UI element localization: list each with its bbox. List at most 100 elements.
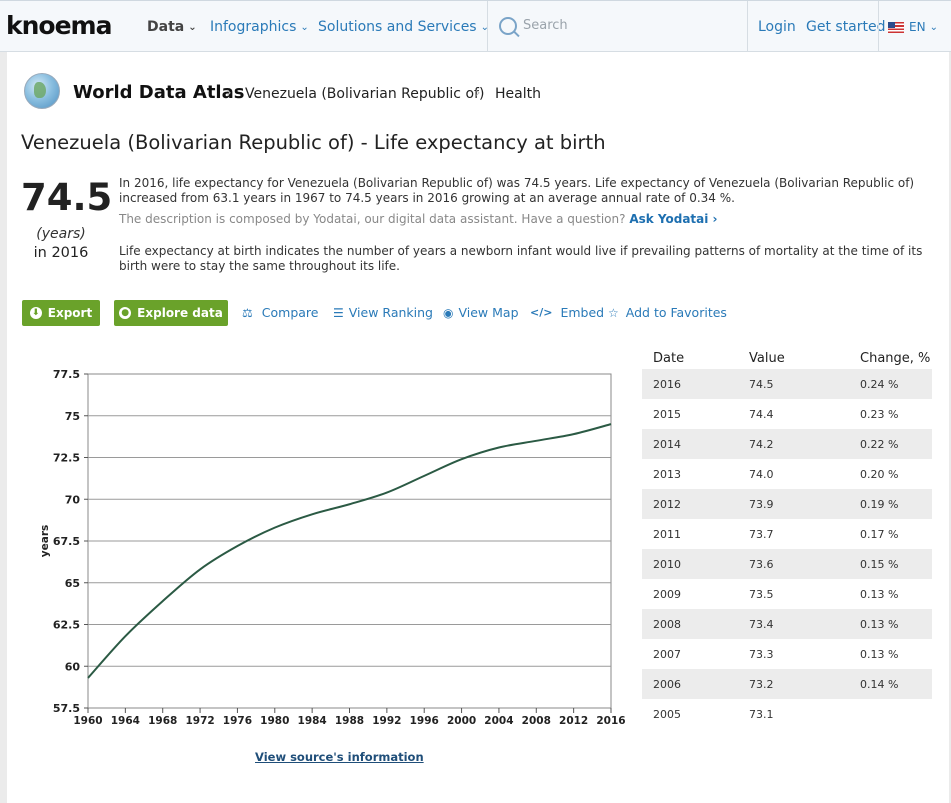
nav-solutions-label: Solutions and Services: [318, 19, 477, 35]
cell-change: 0.15 %: [860, 557, 899, 571]
summary-description: In 2016, life expectancy for Venezuela (…: [119, 176, 915, 205]
yodatai-note-text: The description is composed by Yodatai, …: [119, 212, 626, 226]
breadcrumb-topic[interactable]: Health: [495, 86, 541, 102]
cell-date: 2005: [653, 707, 681, 721]
cell-date: 2011: [653, 527, 681, 541]
cell-date: 2007: [653, 647, 681, 661]
view-ranking-link[interactable]: ☰ View Ranking: [333, 305, 433, 320]
chevron-down-icon: ⌄: [480, 22, 489, 33]
eye-icon: ●: [119, 307, 132, 319]
y-tick-label: 77.5: [53, 368, 80, 381]
scale-icon: ⚖: [242, 305, 253, 320]
table-body: 2016 74.5 0.24 % 2015 74.4 0.23 % 2014 74.2 0.22…: [642, 369, 932, 729]
search-icon[interactable]: [499, 17, 517, 35]
knoema-logo[interactable]: knoema: [6, 11, 112, 40]
y-tick-label: 65: [65, 577, 80, 590]
language-selector[interactable]: EN ⌄: [909, 20, 938, 34]
cell-change: 0.22 %: [860, 437, 899, 451]
view-source-link[interactable]: View source's information: [255, 750, 424, 764]
table-header: Date Value Change, %: [642, 348, 932, 369]
cell-change: 0.13 %: [860, 617, 899, 631]
yodatai-note: The description is composed by Yodatai, …: [119, 212, 718, 226]
export-button[interactable]: ⬇ Export: [22, 300, 100, 326]
table-row: 2008 73.4 0.13 %: [642, 609, 932, 639]
cell-change: 0.14 %: [860, 677, 899, 691]
favorites-label: Add to Favorites: [625, 305, 727, 320]
y-tick-label: 67.5: [53, 535, 80, 548]
cell-value: 73.3: [749, 647, 774, 661]
breadcrumb-separator-icon: ›: [226, 85, 232, 101]
top-navigation-bar: knoema Data ⌄ Infographics ⌄ Solutions and…: [0, 0, 951, 53]
table-row: 2012 73.9 0.19 %: [642, 489, 932, 519]
nav-solutions[interactable]: Solutions and Services ⌄: [318, 19, 489, 35]
cell-value: 73.6: [749, 557, 774, 571]
explore-data-button[interactable]: ● Explore data: [114, 300, 228, 326]
nav-data-label: Data: [147, 19, 185, 35]
compare-link[interactable]: ⚖ Compare: [242, 305, 318, 320]
cell-change: 0.20 %: [860, 467, 899, 481]
table-row: 2010 73.6 0.15 %: [642, 549, 932, 579]
compare-label: Compare: [261, 305, 319, 320]
cell-date: 2013: [653, 467, 681, 481]
nav-data[interactable]: Data ⌄: [147, 19, 197, 35]
star-icon: ☆: [608, 305, 619, 320]
cell-date: 2012: [653, 497, 681, 511]
header-date: Date: [653, 351, 685, 366]
search-input[interactable]: [523, 18, 733, 33]
login-link[interactable]: Login: [758, 19, 796, 35]
embed-label: Embed: [560, 305, 605, 320]
get-started-link[interactable]: Get started: [806, 19, 886, 35]
nav-infographics-label: Infographics: [210, 19, 297, 35]
world-data-atlas-link[interactable]: World Data Atlas: [73, 82, 245, 103]
x-tick-label: 2000: [447, 715, 476, 727]
x-tick-label: 1968: [148, 715, 177, 727]
page-title: Venezuela (Bolivarian Republic of) - Lif…: [21, 131, 606, 154]
cell-change: 0.13 %: [860, 587, 899, 601]
x-tick-label: 2016: [596, 715, 625, 727]
table-row: 2016 74.5 0.24 %: [642, 369, 932, 399]
language-label: EN: [909, 20, 926, 34]
embed-link[interactable]: </> Embed: [530, 305, 604, 320]
x-tick-label: 1992: [372, 715, 401, 727]
table-row: 2015 74.4 0.23 %: [642, 399, 932, 429]
x-tick-label: 1976: [223, 715, 252, 727]
table-row: 2014 74.2 0.22 %: [642, 429, 932, 459]
cell-change: 0.23 %: [860, 407, 899, 421]
ask-yodatai-link[interactable]: Ask Yodatai ›: [629, 212, 718, 226]
cell-date: 2014: [653, 437, 681, 451]
table-row: 2011 73.7 0.17 %: [642, 519, 932, 549]
cell-value: 74.0: [749, 467, 774, 481]
map-label: View Map: [458, 305, 519, 320]
x-tick-label: 1960: [73, 715, 102, 727]
cell-date: 2006: [653, 677, 681, 691]
view-map-link[interactable]: ◉ View Map: [443, 305, 519, 320]
table-row: 2006 73.2 0.14 %: [642, 669, 932, 699]
nav-infographics[interactable]: Infographics ⌄: [210, 19, 309, 35]
chevron-down-icon: ⌄: [188, 22, 197, 33]
explore-label: Explore data: [137, 306, 223, 320]
y-tick-label: 75: [65, 410, 80, 423]
export-label: Export: [47, 306, 93, 320]
cell-value: 74.2: [749, 437, 774, 451]
add-to-favorites-link[interactable]: ☆ Add to Favorites: [608, 305, 727, 320]
x-tick-label: 1972: [185, 715, 214, 727]
download-icon: ⬇: [29, 307, 42, 319]
table-row: 2005 73.1: [642, 699, 932, 729]
cell-value: 73.5: [749, 587, 774, 601]
headline-unit: (years): [36, 226, 86, 242]
cell-value: 73.7: [749, 527, 774, 541]
table-row: 2007 73.3 0.13 %: [642, 639, 932, 669]
divider: [487, 1, 488, 53]
y-tick-label: 57.5: [53, 702, 80, 715]
cell-change: 0.17 %: [860, 527, 899, 541]
headline-value: 74.5: [21, 176, 113, 219]
cell-value: 73.1: [749, 707, 774, 721]
headline-year: in 2016: [33, 245, 89, 261]
x-tick-label: 1996: [410, 715, 439, 727]
cell-date: 2010: [653, 557, 681, 571]
chevron-down-icon: ⌄: [929, 22, 938, 33]
breadcrumb-country[interactable]: Venezuela (Bolivarian Republic of): [245, 86, 485, 102]
table-row: 2009 73.5 0.13 %: [642, 579, 932, 609]
us-flag-icon: [888, 22, 904, 33]
code-icon: </>: [530, 306, 553, 319]
